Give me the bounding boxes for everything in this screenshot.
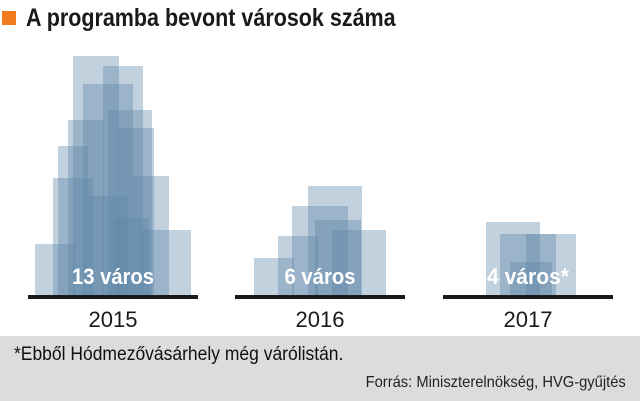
source-credit: Forrás: Miniszterelnökség, HVG-gyűjtés <box>365 374 626 391</box>
bar-group-2016 <box>254 186 386 296</box>
city-bar-2016-2 <box>292 206 348 296</box>
baseline-2017 <box>443 295 613 299</box>
city-bar-2017-4 <box>510 262 552 296</box>
category-label-2016: 2016 <box>296 307 345 332</box>
category-label-2015: 2015 <box>89 307 138 332</box>
city-bar-2015-2 <box>103 66 143 296</box>
baseline-2016 <box>235 295 405 299</box>
city-bar-2015-8 <box>133 176 169 296</box>
city-bar-2016-5 <box>332 230 386 296</box>
city-bar-2017-3 <box>526 234 576 296</box>
city-bar-2015-11 <box>35 244 75 296</box>
bar-group-2017 <box>486 222 576 296</box>
city-bar-2015-4 <box>68 120 104 296</box>
bar-group-2015 <box>35 56 191 296</box>
bar-chart: 13 város 2015 6 város 2016 4 város* 2017 <box>28 56 613 332</box>
city-bar-2016-1 <box>308 186 362 296</box>
city-bar-2015-13 <box>58 146 88 296</box>
city-bar-2015-6 <box>118 128 154 296</box>
city-bar-2017-1 <box>486 222 540 296</box>
city-bar-2016-6 <box>254 258 294 296</box>
city-bar-2015-12 <box>141 230 191 296</box>
baseline-2015 <box>28 295 198 299</box>
city-bar-2015-1 <box>73 56 119 296</box>
title-row: A programba bevont városok száma <box>0 3 456 33</box>
city-bar-2015-9 <box>88 196 128 296</box>
city-bar-2015-5 <box>108 110 152 296</box>
city-bar-2017-2 <box>500 234 556 296</box>
data-label-2017: 4 város* <box>487 264 569 289</box>
title-accent-square <box>2 11 16 25</box>
city-bar-2015-7 <box>53 178 93 296</box>
city-bar-2015-10 <box>113 218 149 296</box>
data-label-2015: 13 város <box>72 264 154 289</box>
city-bar-2016-4 <box>278 236 318 296</box>
category-label-2017: 2017 <box>504 307 553 332</box>
data-label-2016: 6 város <box>285 264 356 289</box>
chart-title: A programba bevont városok száma <box>26 3 396 32</box>
city-bar-2016-3 <box>315 220 361 296</box>
footer: *Ebből Hódmezővásárhely még várólistán. … <box>0 336 640 401</box>
footnote: *Ebből Hódmezővásárhely még várólistán. <box>14 344 344 365</box>
city-bar-2015-3 <box>83 84 133 296</box>
